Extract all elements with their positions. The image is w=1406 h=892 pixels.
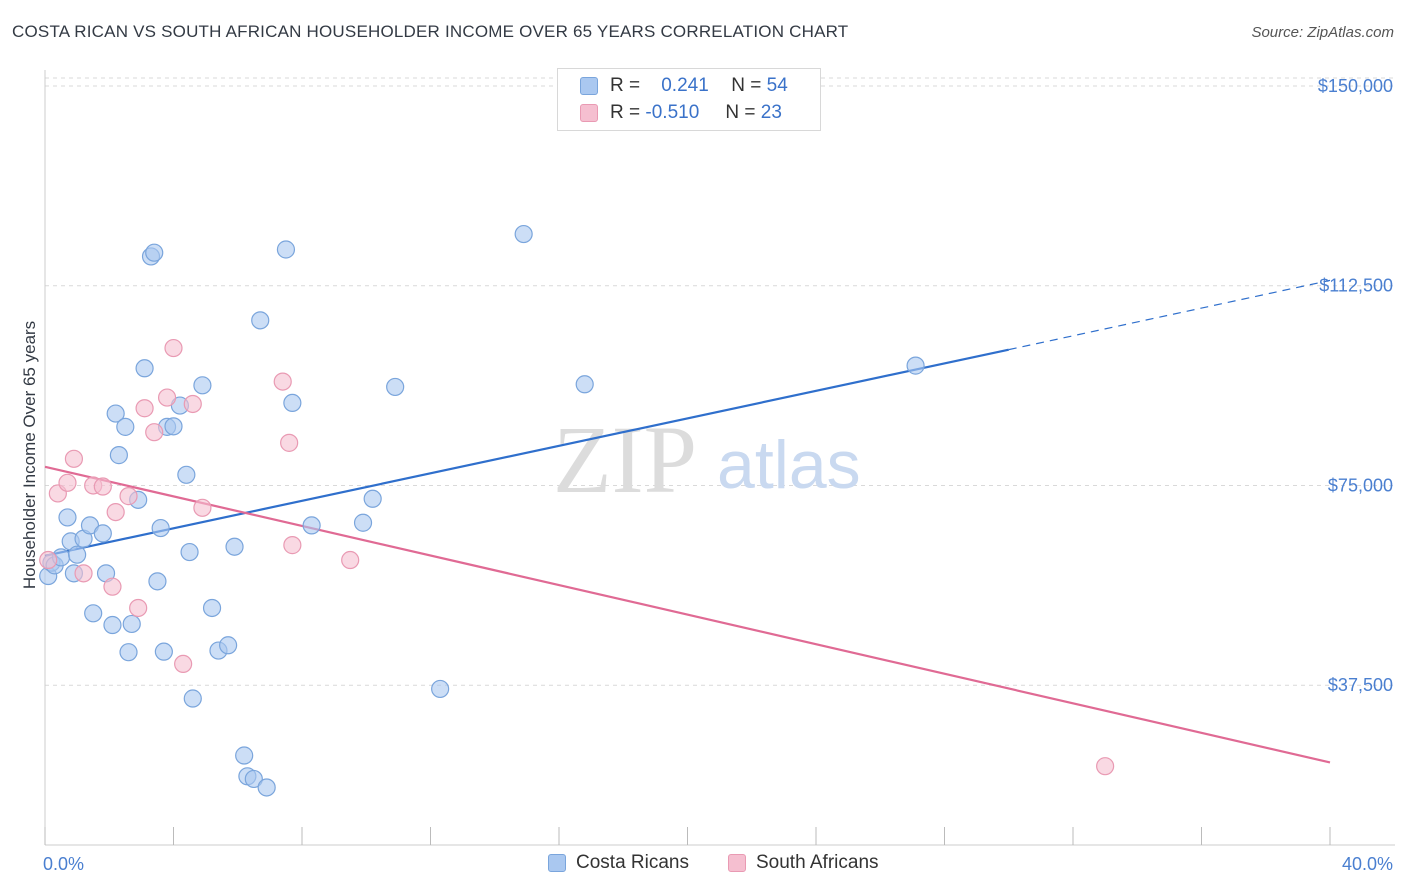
south-african-point bbox=[193, 498, 212, 517]
costa-rican-point bbox=[225, 537, 244, 556]
costa-rican-point bbox=[251, 311, 270, 330]
legend-row-costa-ricans: R = 0.241 N = 54 bbox=[580, 73, 788, 99]
y-tick-label: $37,500 bbox=[1328, 675, 1393, 695]
bottom-legend-south-africans: South Africans bbox=[728, 852, 879, 874]
costa-rican-point bbox=[514, 224, 533, 244]
costa-rican-point bbox=[164, 417, 183, 436]
pink-swatch-icon bbox=[580, 104, 598, 122]
south-african-point bbox=[157, 388, 177, 407]
blue-swatch-icon bbox=[580, 77, 598, 95]
costa-rican-point bbox=[103, 615, 122, 635]
south-african-point bbox=[145, 423, 164, 442]
costa-rican-point bbox=[202, 598, 222, 618]
trend-line-costa-ricans-extension bbox=[1008, 279, 1331, 351]
bottom-legend-costa-ricans: Costa Ricans bbox=[548, 852, 689, 874]
costa-rican-point bbox=[906, 356, 925, 375]
source-credit: Source: ZipAtlas.com bbox=[1251, 24, 1394, 41]
south-african-point bbox=[106, 502, 125, 522]
watermark-zip: ZIP bbox=[553, 406, 697, 513]
costa-rican-point bbox=[276, 240, 296, 259]
axes bbox=[44, 70, 1395, 846]
south-african-point bbox=[74, 564, 93, 583]
legend-row-south-africans: R = -0.510 N = 23 bbox=[580, 100, 782, 126]
costa-rican-point bbox=[93, 524, 112, 543]
costa-rican-point bbox=[68, 545, 87, 564]
costa-rican-point bbox=[257, 778, 276, 797]
costa-rican-point bbox=[154, 642, 173, 661]
chart-title: COSTA RICAN VS SOUTH AFRICAN HOUSEHOLDER… bbox=[12, 22, 849, 41]
y-axis-label: Householder Income Over 65 years bbox=[20, 321, 39, 589]
costa-rican-point bbox=[353, 513, 373, 532]
legend-n-label: N = bbox=[731, 75, 762, 96]
legend-r-value: 0.241 bbox=[661, 75, 709, 96]
costa-rican-point bbox=[119, 643, 138, 662]
costa-rican-point bbox=[302, 516, 321, 535]
costa-rican-point bbox=[122, 614, 141, 634]
costa-rican-point bbox=[283, 393, 302, 413]
costa-rican-point bbox=[58, 508, 77, 527]
y-tick-label: $75,000 bbox=[1328, 475, 1393, 495]
y-tick-label: $112,500 bbox=[1319, 276, 1393, 296]
bottom-legend-label: Costa Ricans bbox=[576, 852, 689, 873]
x-tick-label: 0.0% bbox=[43, 854, 84, 874]
legend-r-label: R = bbox=[610, 102, 641, 123]
costa-rican-point bbox=[244, 769, 263, 789]
costa-rican-point bbox=[363, 489, 382, 508]
legend-n-label: N = bbox=[725, 102, 756, 123]
south-african-point bbox=[174, 654, 193, 674]
south-african-point bbox=[93, 477, 112, 496]
costa-rican-point bbox=[235, 746, 254, 765]
south-african-point bbox=[283, 536, 302, 555]
y-tick-label: $150,000 bbox=[1318, 76, 1393, 96]
south-african-point bbox=[273, 372, 292, 391]
costa-rican-point bbox=[151, 518, 170, 538]
costa-rican-point bbox=[148, 572, 167, 591]
trend-line-south-africans bbox=[44, 465, 1331, 764]
legend-r-value: -0.510 bbox=[645, 102, 700, 123]
costa-rican-point bbox=[84, 604, 103, 623]
legend-n-value: 54 bbox=[766, 75, 788, 96]
costa-rican-point bbox=[109, 446, 128, 465]
y-tick-labels: $37,500 $75,000 $112,500 $150,000 bbox=[1318, 76, 1393, 695]
correlation-legend: R = 0.241 N = 54 R = -0.510 N = 23 bbox=[557, 68, 821, 131]
south-african-point bbox=[119, 487, 138, 506]
south-african-point bbox=[64, 449, 84, 468]
south-african-point bbox=[341, 550, 360, 570]
costa-rican-point bbox=[431, 679, 450, 699]
x-tick-labels: 0.0% 40.0% bbox=[43, 854, 1393, 874]
south-african-point bbox=[103, 577, 122, 596]
trend-lines bbox=[44, 279, 1331, 764]
grid-lines bbox=[45, 77, 1395, 686]
south-african-point bbox=[129, 598, 148, 618]
costa-rican-point bbox=[575, 375, 594, 394]
costa-rican-point bbox=[145, 243, 164, 262]
legend-r-label: R = bbox=[610, 75, 641, 96]
costa-rican-point bbox=[386, 377, 405, 397]
south-african-point bbox=[280, 433, 299, 452]
bottom-legend-label: South Africans bbox=[756, 852, 879, 873]
costa-rican-point bbox=[106, 404, 125, 423]
costa-rican-point bbox=[180, 542, 199, 562]
south-african-point bbox=[1096, 757, 1115, 776]
costa-rican-point bbox=[193, 376, 212, 395]
pink-swatch-icon bbox=[728, 854, 746, 872]
legend-n-value: 23 bbox=[760, 102, 782, 123]
costa-rican-point bbox=[135, 359, 154, 378]
south-african-point bbox=[164, 338, 183, 358]
south-african-point bbox=[39, 550, 58, 570]
costa-rican-point bbox=[219, 636, 238, 655]
south-african-point bbox=[135, 399, 154, 418]
costa-rican-point bbox=[177, 465, 196, 484]
watermark-atlas: atlas bbox=[717, 427, 861, 503]
south-african-point bbox=[183, 394, 202, 414]
x-tick-label: 40.0% bbox=[1342, 854, 1393, 874]
south-african-point bbox=[58, 473, 77, 492]
blue-swatch-icon bbox=[548, 854, 566, 872]
data-points bbox=[39, 224, 1115, 797]
costa-rican-point bbox=[183, 689, 202, 708]
trend-line-costa-ricans bbox=[44, 348, 1009, 557]
costa-rican-point bbox=[116, 417, 135, 436]
